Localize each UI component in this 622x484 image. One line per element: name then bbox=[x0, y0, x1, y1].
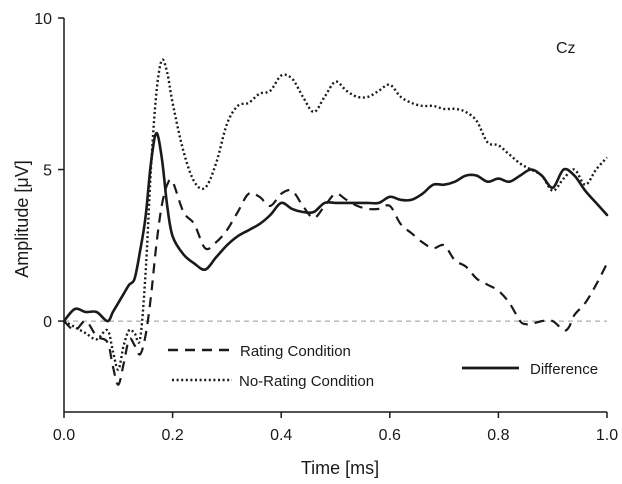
axes: 0.0 0.2 0.4 0.6 0.8 1.0 0 5 10 bbox=[34, 11, 618, 444]
x-tick-label-3: 0.6 bbox=[379, 427, 401, 444]
legend-label-rating-condition: Rating Condition bbox=[240, 343, 351, 360]
x-axis-title: Time [ms] bbox=[301, 458, 379, 478]
y-axis-title: Amplitude [μV] bbox=[12, 160, 32, 277]
x-tick-label-2: 0.4 bbox=[270, 427, 292, 444]
series-line-rating-condition bbox=[63, 178, 608, 386]
y-tick-label-2: 10 bbox=[34, 11, 52, 28]
x-tick-label-4: 0.8 bbox=[487, 427, 509, 444]
x-tick-label-1: 0.2 bbox=[161, 427, 183, 444]
x-tick-label-5: 1.0 bbox=[596, 427, 618, 444]
electrode-annotation: Cz bbox=[556, 40, 576, 57]
series-layer bbox=[62, 58, 609, 386]
series-line-difference bbox=[62, 131, 609, 323]
x-tick-label-0: 0.0 bbox=[53, 427, 75, 444]
legend: Rating Condition No-Rating Condition Diffe… bbox=[168, 343, 598, 390]
y-tick-label-1: 5 bbox=[43, 163, 52, 180]
legend-label-difference: Difference bbox=[530, 361, 598, 378]
series-line-no-rating-condition bbox=[63, 58, 608, 371]
legend-label-no-rating-condition: No-Rating Condition bbox=[239, 373, 374, 390]
y-tick-label-0: 0 bbox=[43, 314, 52, 331]
